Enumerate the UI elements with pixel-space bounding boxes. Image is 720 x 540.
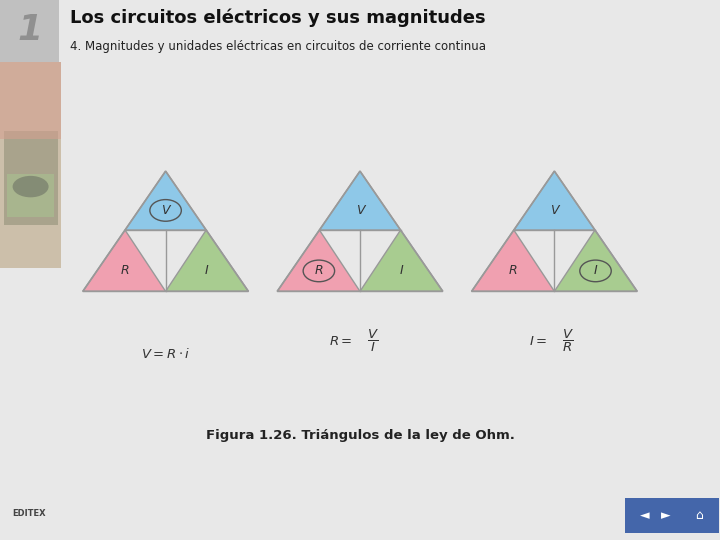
- Polygon shape: [166, 230, 248, 292]
- Text: V: V: [161, 204, 170, 217]
- FancyBboxPatch shape: [647, 498, 685, 533]
- Text: $I =$: $I =$: [529, 335, 547, 348]
- Text: R: R: [120, 265, 129, 278]
- Bar: [0, 62, 61, 268]
- Text: $\dfrac{V}{R}$: $\dfrac{V}{R}$: [562, 328, 573, 354]
- Bar: [0, 0, 59, 62]
- Text: $R =$: $R =$: [329, 335, 353, 348]
- Text: R: R: [509, 265, 518, 278]
- Text: ►: ►: [661, 509, 671, 522]
- Text: ◄: ◄: [639, 509, 649, 522]
- Polygon shape: [514, 171, 595, 230]
- Text: $\dfrac{V}{I}$: $\dfrac{V}{I}$: [367, 328, 379, 354]
- Polygon shape: [277, 230, 360, 292]
- Polygon shape: [125, 171, 206, 230]
- Polygon shape: [472, 230, 554, 292]
- Text: R: R: [315, 265, 323, 278]
- Text: I: I: [205, 265, 209, 278]
- Circle shape: [13, 176, 49, 197]
- Text: I: I: [594, 265, 598, 278]
- FancyBboxPatch shape: [625, 498, 663, 533]
- Text: EDITEX: EDITEX: [12, 509, 45, 518]
- Bar: [4, 131, 58, 225]
- Text: 1: 1: [17, 13, 42, 47]
- Polygon shape: [360, 230, 443, 292]
- Text: V: V: [550, 204, 559, 217]
- Text: ⌂: ⌂: [696, 509, 703, 522]
- Polygon shape: [554, 230, 637, 292]
- FancyBboxPatch shape: [680, 498, 719, 533]
- Bar: [7, 174, 54, 217]
- Polygon shape: [320, 171, 400, 230]
- Text: I: I: [400, 265, 403, 278]
- Text: 4. Magnitudes y unidades eléctricas en circuitos de corriente continua: 4. Magnitudes y unidades eléctricas en c…: [70, 40, 486, 53]
- Text: $V = R \cdot i$: $V = R \cdot i$: [141, 347, 190, 361]
- Bar: [0, 62, 61, 139]
- Text: V: V: [356, 204, 364, 217]
- Polygon shape: [83, 230, 166, 292]
- Text: Los circuitos eléctricos y sus magnitudes: Los circuitos eléctricos y sus magnitude…: [70, 8, 485, 26]
- Text: Figura 1.26. Triángulos de la ley de Ohm.: Figura 1.26. Triángulos de la ley de Ohm…: [206, 429, 514, 442]
